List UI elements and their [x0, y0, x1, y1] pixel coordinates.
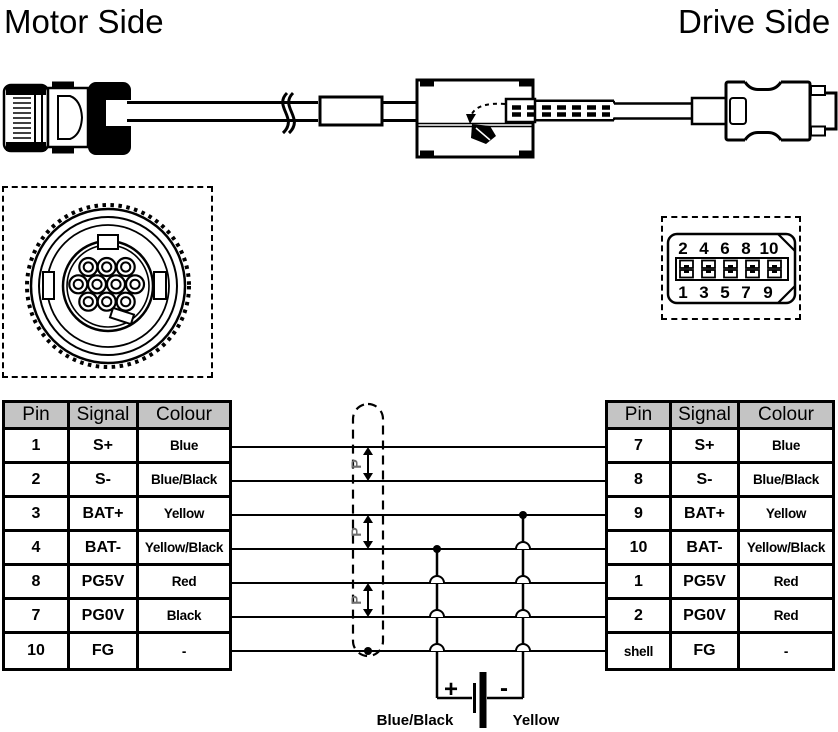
battery-left-wire-label: Blue/Black — [377, 712, 454, 729]
pin-cell: 10 — [5, 634, 70, 668]
drive-plug-drawing — [690, 77, 838, 145]
drive-pin-table: Pin Signal Colour 7 S+ Blue 8 S- Blue/Bl… — [605, 400, 835, 671]
pin-number: 2 — [678, 239, 687, 258]
pin-number: 3 — [699, 283, 708, 302]
colour-cell: Yellow/Black — [139, 532, 229, 566]
pin-cell: 2 — [608, 600, 672, 634]
pin-cell: shell — [608, 634, 672, 668]
signal-cell: FG — [70, 634, 139, 668]
wiring-diagram: P P P + - Blue/Black Yellow — [232, 402, 605, 729]
motor-plug-drawing — [2, 81, 132, 155]
pin-cell: 1 — [5, 430, 70, 464]
drive-side-title: Drive Side — [678, 3, 831, 40]
wire-hops — [429, 541, 531, 652]
wires — [232, 446, 605, 652]
colour-cell: - — [139, 634, 229, 668]
pin-number: 9 — [763, 283, 772, 302]
pin-cell: 10 — [608, 532, 672, 566]
colour-cell: Yellow — [740, 498, 832, 532]
motor-side-title: Motor Side — [4, 3, 164, 40]
colour-cell: Black — [139, 600, 229, 634]
drive-connector-pinout-box: 2 4 6 8 10 1 3 5 7 9 — [661, 216, 801, 320]
colour-cell: - — [740, 634, 832, 668]
junction-dots — [364, 511, 527, 655]
shield-capsule — [351, 402, 385, 658]
pair-label: P — [348, 459, 364, 468]
pin-number: 1 — [678, 283, 687, 302]
signal-cell: BAT- — [672, 532, 740, 566]
column-header: Signal — [672, 403, 740, 430]
pin-number: 6 — [720, 239, 729, 258]
connector-pins — [68, 256, 146, 312]
pin-cell: 7 — [5, 600, 70, 634]
battery-minus-sign: - — [500, 675, 508, 702]
pin-cell: 8 — [608, 464, 672, 498]
pin-number: 5 — [720, 283, 729, 302]
battery-tap-lines — [435, 515, 525, 698]
side-tab-left — [42, 271, 55, 300]
knurled-ring — [25, 203, 191, 369]
pin-number: 8 — [741, 239, 750, 258]
colour-cell: Blue — [740, 430, 832, 464]
signal-cell: PG0V — [70, 600, 139, 634]
motor-pin-table: Pin Signal Colour 1 S+ Blue 2 S- Blue/Bl… — [2, 400, 232, 671]
cable-run-mid — [382, 101, 417, 122]
pin-cell: 8 — [5, 566, 70, 600]
signal-cell: PG5V — [672, 566, 740, 600]
motor-connector-face-box — [2, 186, 213, 378]
column-header: Colour — [740, 403, 832, 430]
keyway-tab — [97, 234, 119, 250]
flat-cable-drawing — [504, 97, 692, 124]
drive-connector-pinout-drawing: 2 4 6 8 10 1 3 5 7 9 — [666, 232, 797, 305]
colour-cell: Red — [740, 600, 832, 634]
pin-number: 7 — [741, 283, 750, 302]
pin-cell: 7 — [608, 430, 672, 464]
cable-run-left — [127, 101, 318, 122]
colour-cell: Blue — [139, 430, 229, 464]
signal-cell: PG5V — [70, 566, 139, 600]
motor-connector-face-drawing — [25, 203, 191, 369]
side-tab-right — [153, 271, 167, 300]
signal-cell: S+ — [70, 430, 139, 464]
colour-cell: Yellow — [139, 498, 229, 532]
pin-number: 10 — [760, 239, 779, 258]
pointer-arrowhead — [466, 114, 476, 124]
ferrite-sleeve — [318, 95, 384, 127]
cable-assembly-drawing — [2, 77, 838, 159]
column-header: Signal — [70, 403, 139, 430]
signal-cell: S- — [70, 464, 139, 498]
pair-label: P — [348, 595, 364, 604]
colour-cell: Blue/Black — [740, 464, 832, 498]
signal-cell: FG — [672, 634, 740, 668]
twisted-pair-arrows — [363, 447, 373, 617]
colour-cell: Red — [740, 566, 832, 600]
signal-cell: PG0V — [672, 600, 740, 634]
battery-right-wire-label: Yellow — [513, 712, 560, 729]
pin-cell: 3 — [5, 498, 70, 532]
pair-label: P — [348, 527, 364, 536]
pin-cell: 1 — [608, 566, 672, 600]
cable-break-squiggle — [281, 91, 296, 135]
battery-symbol — [437, 672, 523, 728]
signal-cell: S+ — [672, 430, 740, 464]
pin-cell: 9 — [608, 498, 672, 532]
colour-cell: Red — [139, 566, 229, 600]
signal-cell: BAT+ — [70, 498, 139, 532]
pin-cell: 4 — [5, 532, 70, 566]
column-header: Pin — [608, 403, 672, 430]
column-header: Pin — [5, 403, 70, 430]
signal-cell: BAT- — [70, 532, 139, 566]
column-header: Colour — [139, 403, 229, 430]
battery-plus-sign: + — [444, 676, 458, 703]
signal-cell: S- — [672, 464, 740, 498]
colour-cell: Blue/Black — [139, 464, 229, 498]
pin-number: 4 — [699, 239, 709, 258]
signal-cell: BAT+ — [672, 498, 740, 532]
colour-cell: Yellow/Black — [740, 532, 832, 566]
pin-cell: 2 — [5, 464, 70, 498]
